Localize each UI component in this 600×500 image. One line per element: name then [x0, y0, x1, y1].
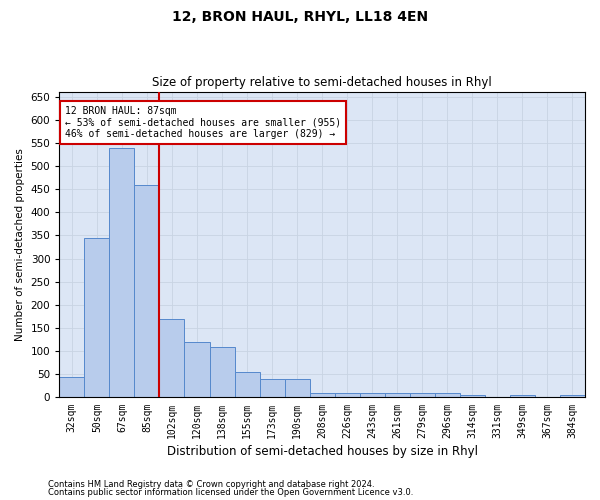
Text: Contains HM Land Registry data © Crown copyright and database right 2024.: Contains HM Land Registry data © Crown c…	[48, 480, 374, 489]
Bar	[335, 393, 360, 398]
Bar	[385, 393, 410, 398]
Text: 12 BRON HAUL: 87sqm
← 53% of semi-detached houses are smaller (955)
46% of semi-: 12 BRON HAUL: 87sqm ← 53% of semi-detach…	[65, 106, 341, 139]
Bar	[109, 148, 134, 398]
Bar	[184, 342, 209, 398]
Bar	[460, 395, 485, 398]
Bar	[85, 238, 109, 398]
Bar	[510, 395, 535, 398]
Bar	[560, 395, 585, 398]
Bar	[310, 393, 335, 398]
Bar	[235, 372, 260, 398]
Bar	[284, 379, 310, 398]
Y-axis label: Number of semi-detached properties: Number of semi-detached properties	[15, 148, 25, 341]
Bar	[59, 376, 85, 398]
Bar	[134, 184, 160, 398]
Title: Size of property relative to semi-detached houses in Rhyl: Size of property relative to semi-detach…	[152, 76, 492, 90]
Bar	[209, 346, 235, 398]
Text: 12, BRON HAUL, RHYL, LL18 4EN: 12, BRON HAUL, RHYL, LL18 4EN	[172, 10, 428, 24]
Text: Contains public sector information licensed under the Open Government Licence v3: Contains public sector information licen…	[48, 488, 413, 497]
Bar	[435, 393, 460, 398]
X-axis label: Distribution of semi-detached houses by size in Rhyl: Distribution of semi-detached houses by …	[167, 444, 478, 458]
Bar	[160, 319, 184, 398]
Bar	[360, 393, 385, 398]
Bar	[260, 379, 284, 398]
Bar	[410, 393, 435, 398]
